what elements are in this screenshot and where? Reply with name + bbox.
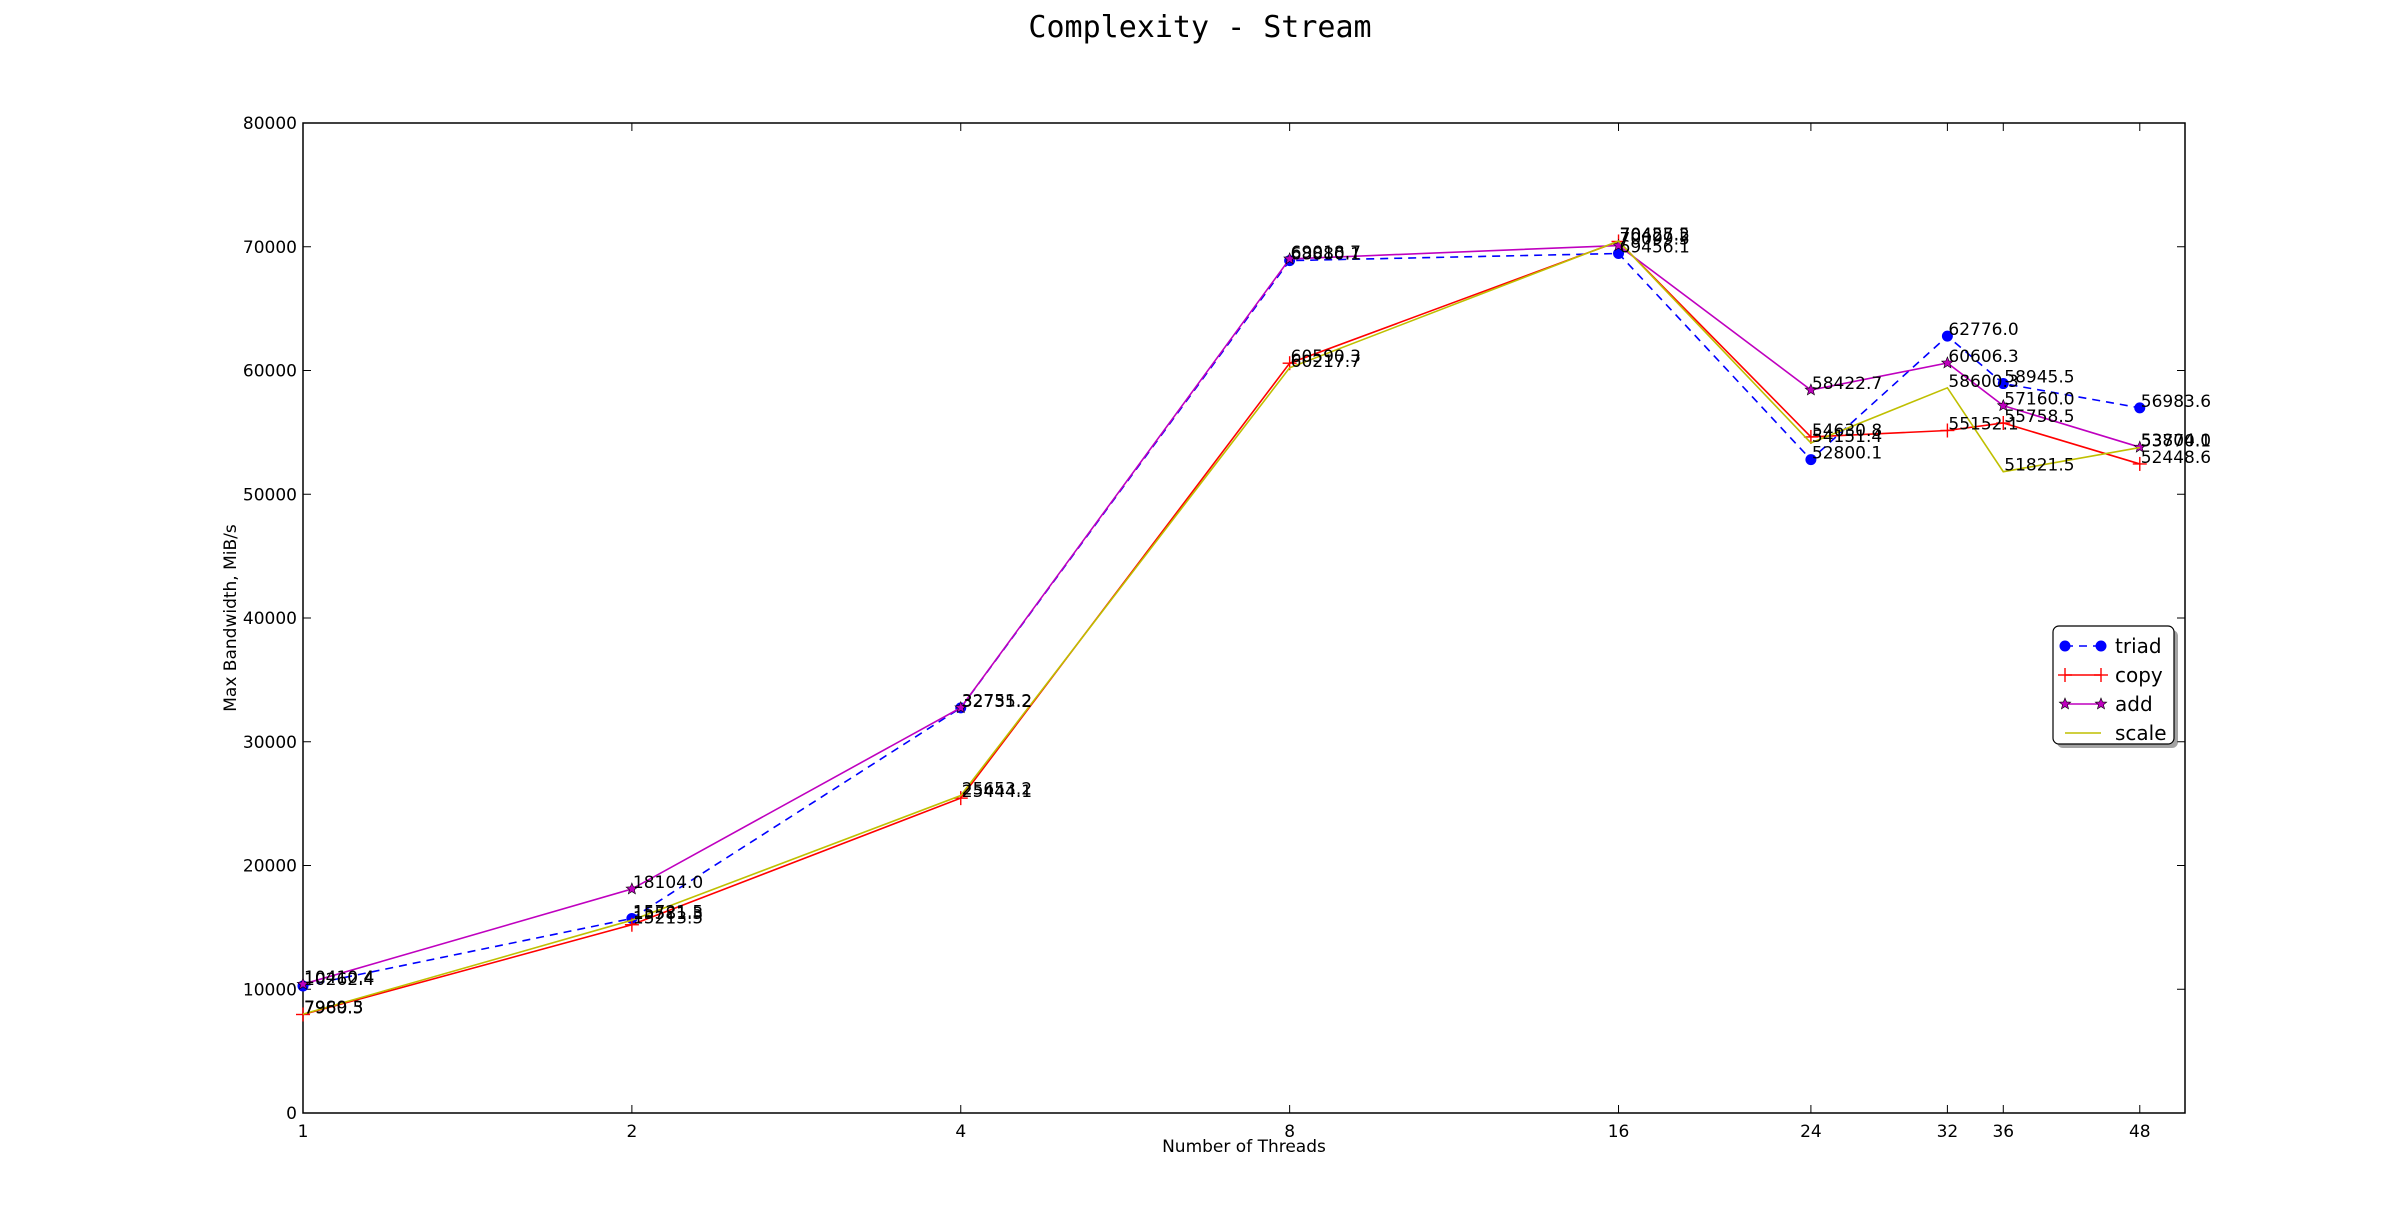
data-label-scale: 51821.5 [2004,456,2074,476]
y-tick-label: 10000 [243,980,297,1000]
data-label-copy: 70427.2 [1620,225,1690,245]
y-axis-label: Max Bandwidth, MiB/s [221,524,241,712]
data-point-copy [2132,456,2147,471]
legend-marker-triad [2095,640,2107,652]
y-tick-label: 0 [286,1104,297,1124]
data-label-copy: 60590.3 [1291,347,1361,367]
x-axis-label: Number of Threads [1162,1137,1326,1157]
data-point-triad [1941,330,1953,342]
data-point-triad [1997,378,2009,390]
data-label-triad: 15721.5 [633,902,703,922]
data-label-scale: 7989.3 [304,998,363,1018]
x-tick-label: 48 [2129,1122,2151,1142]
data-point-triad [1805,454,1817,466]
data-point-triad [2134,402,2146,414]
y-tick-label: 40000 [243,609,297,629]
data-label-triad: 32735.2 [962,692,1032,712]
data-label-copy: 54630.8 [1812,421,1882,441]
data-label-scale: 58600.3 [1948,372,2018,392]
series-line-copy [302,240,2141,1016]
series-line-add [302,244,2141,985]
data-label-copy: 52448.6 [2141,448,2211,468]
legend-label-triad: triad [2115,634,2162,658]
legend-marker-triad [2059,640,2071,652]
data-label-triad: 56983.6 [2141,392,2211,412]
data-point-add [1804,383,1818,396]
data-label-copy: 15213.5 [633,909,703,929]
data-point-add [954,700,968,714]
data-point-add [2133,440,2147,453]
data-point-triad [1613,247,1625,259]
data-label-copy: 55758.5 [2004,407,2074,427]
data-label-scale: 54151.4 [1812,427,1882,447]
y-tick-label: 30000 [243,733,297,753]
data-label-scale: 25653.2 [962,780,1032,800]
data-point-add [296,977,310,990]
x-axis: 1 2 4 8 16 24 32 36 48 [298,123,2151,1142]
data-label-add: 58422.7 [1812,374,1882,394]
y-tick-label: 70000 [243,238,297,258]
data-point-add [1283,252,1297,265]
data-label-add: 70099.5 [1620,230,1690,250]
legend-marker-add [2094,697,2108,710]
legend-marker-copy [2058,668,2072,682]
data-labels: 10262.4 15721.5 32735.2 68880.1 69456.1 52800… [304,225,2211,1018]
y-axis: 0 10000 20000 30000 40000 50000 60000 70000 8000… [243,114,2185,1124]
data-label-triad: 52800.1 [1812,444,1882,464]
data-label-add: 69018.7 [1291,243,1361,263]
legend-box [2052,625,2175,745]
data-label-scale: 60217.7 [1291,352,1361,372]
data-label-copy: 55152.1 [1948,414,2018,434]
series-layer [296,234,2147,1022]
series-line-triad [302,252,2140,987]
data-label-triad: 69456.1 [1620,237,1690,257]
chart-title: Complexity - Stream [1028,10,1372,45]
data-label-copy: 25444.1 [962,782,1032,802]
data-label-scale: 15581.3 [633,904,703,924]
series-line-scale [302,240,2140,1015]
legend-marker-copy [2094,668,2108,682]
x-tick-label: 1 [298,1122,309,1142]
data-label-add: 18104.0 [633,873,703,893]
plot-frame [302,122,2186,1114]
data-point-add [1940,356,1954,369]
y-tick-label: 60000 [243,362,297,382]
data-label-add: 57160.0 [2004,390,2074,410]
legend-label-copy: copy [2115,663,2163,687]
legend: triad copy add scale [2052,625,2178,748]
x-tick-label: 24 [1800,1122,1822,1142]
legend-label-scale: scale [2115,721,2167,745]
x-tick-label: 2 [626,1122,637,1142]
x-tick-label: 36 [1992,1122,2014,1142]
data-label-triad: 58945.5 [2004,368,2074,388]
y-tick-label: 80000 [243,114,297,134]
data-label-scale: 53770.1 [2141,432,2211,452]
legend-marker-add [2058,697,2072,710]
data-label-scale: 70455.5 [1620,225,1690,245]
data-point-add [625,882,639,895]
data-label-triad: 68880.1 [1291,245,1361,265]
data-label-add: 32751.2 [962,692,1032,712]
data-label-copy: 7960.5 [304,998,363,1018]
data-point-copy [1940,423,1955,438]
legend-label-add: add [2115,692,2153,716]
data-label-triad: 10262.4 [304,970,374,990]
data-label-add: 53804.0 [2141,431,2211,451]
x-tick-label: 4 [955,1122,966,1142]
x-tick-label: 16 [1608,1122,1630,1142]
data-label-triad: 62776.0 [1948,320,2018,340]
data-point-add [1996,398,2010,412]
y-tick-label: 20000 [243,857,297,877]
data-label-add: 60606.3 [1948,347,2018,367]
y-tick-label: 50000 [243,485,297,505]
data-point-copy [1996,415,2011,430]
x-tick-label: 8 [1284,1122,1295,1142]
data-label-add: 10410.4 [304,968,374,988]
data-point-copy [296,1007,310,1022]
x-tick-label: 32 [1937,1122,1959,1142]
